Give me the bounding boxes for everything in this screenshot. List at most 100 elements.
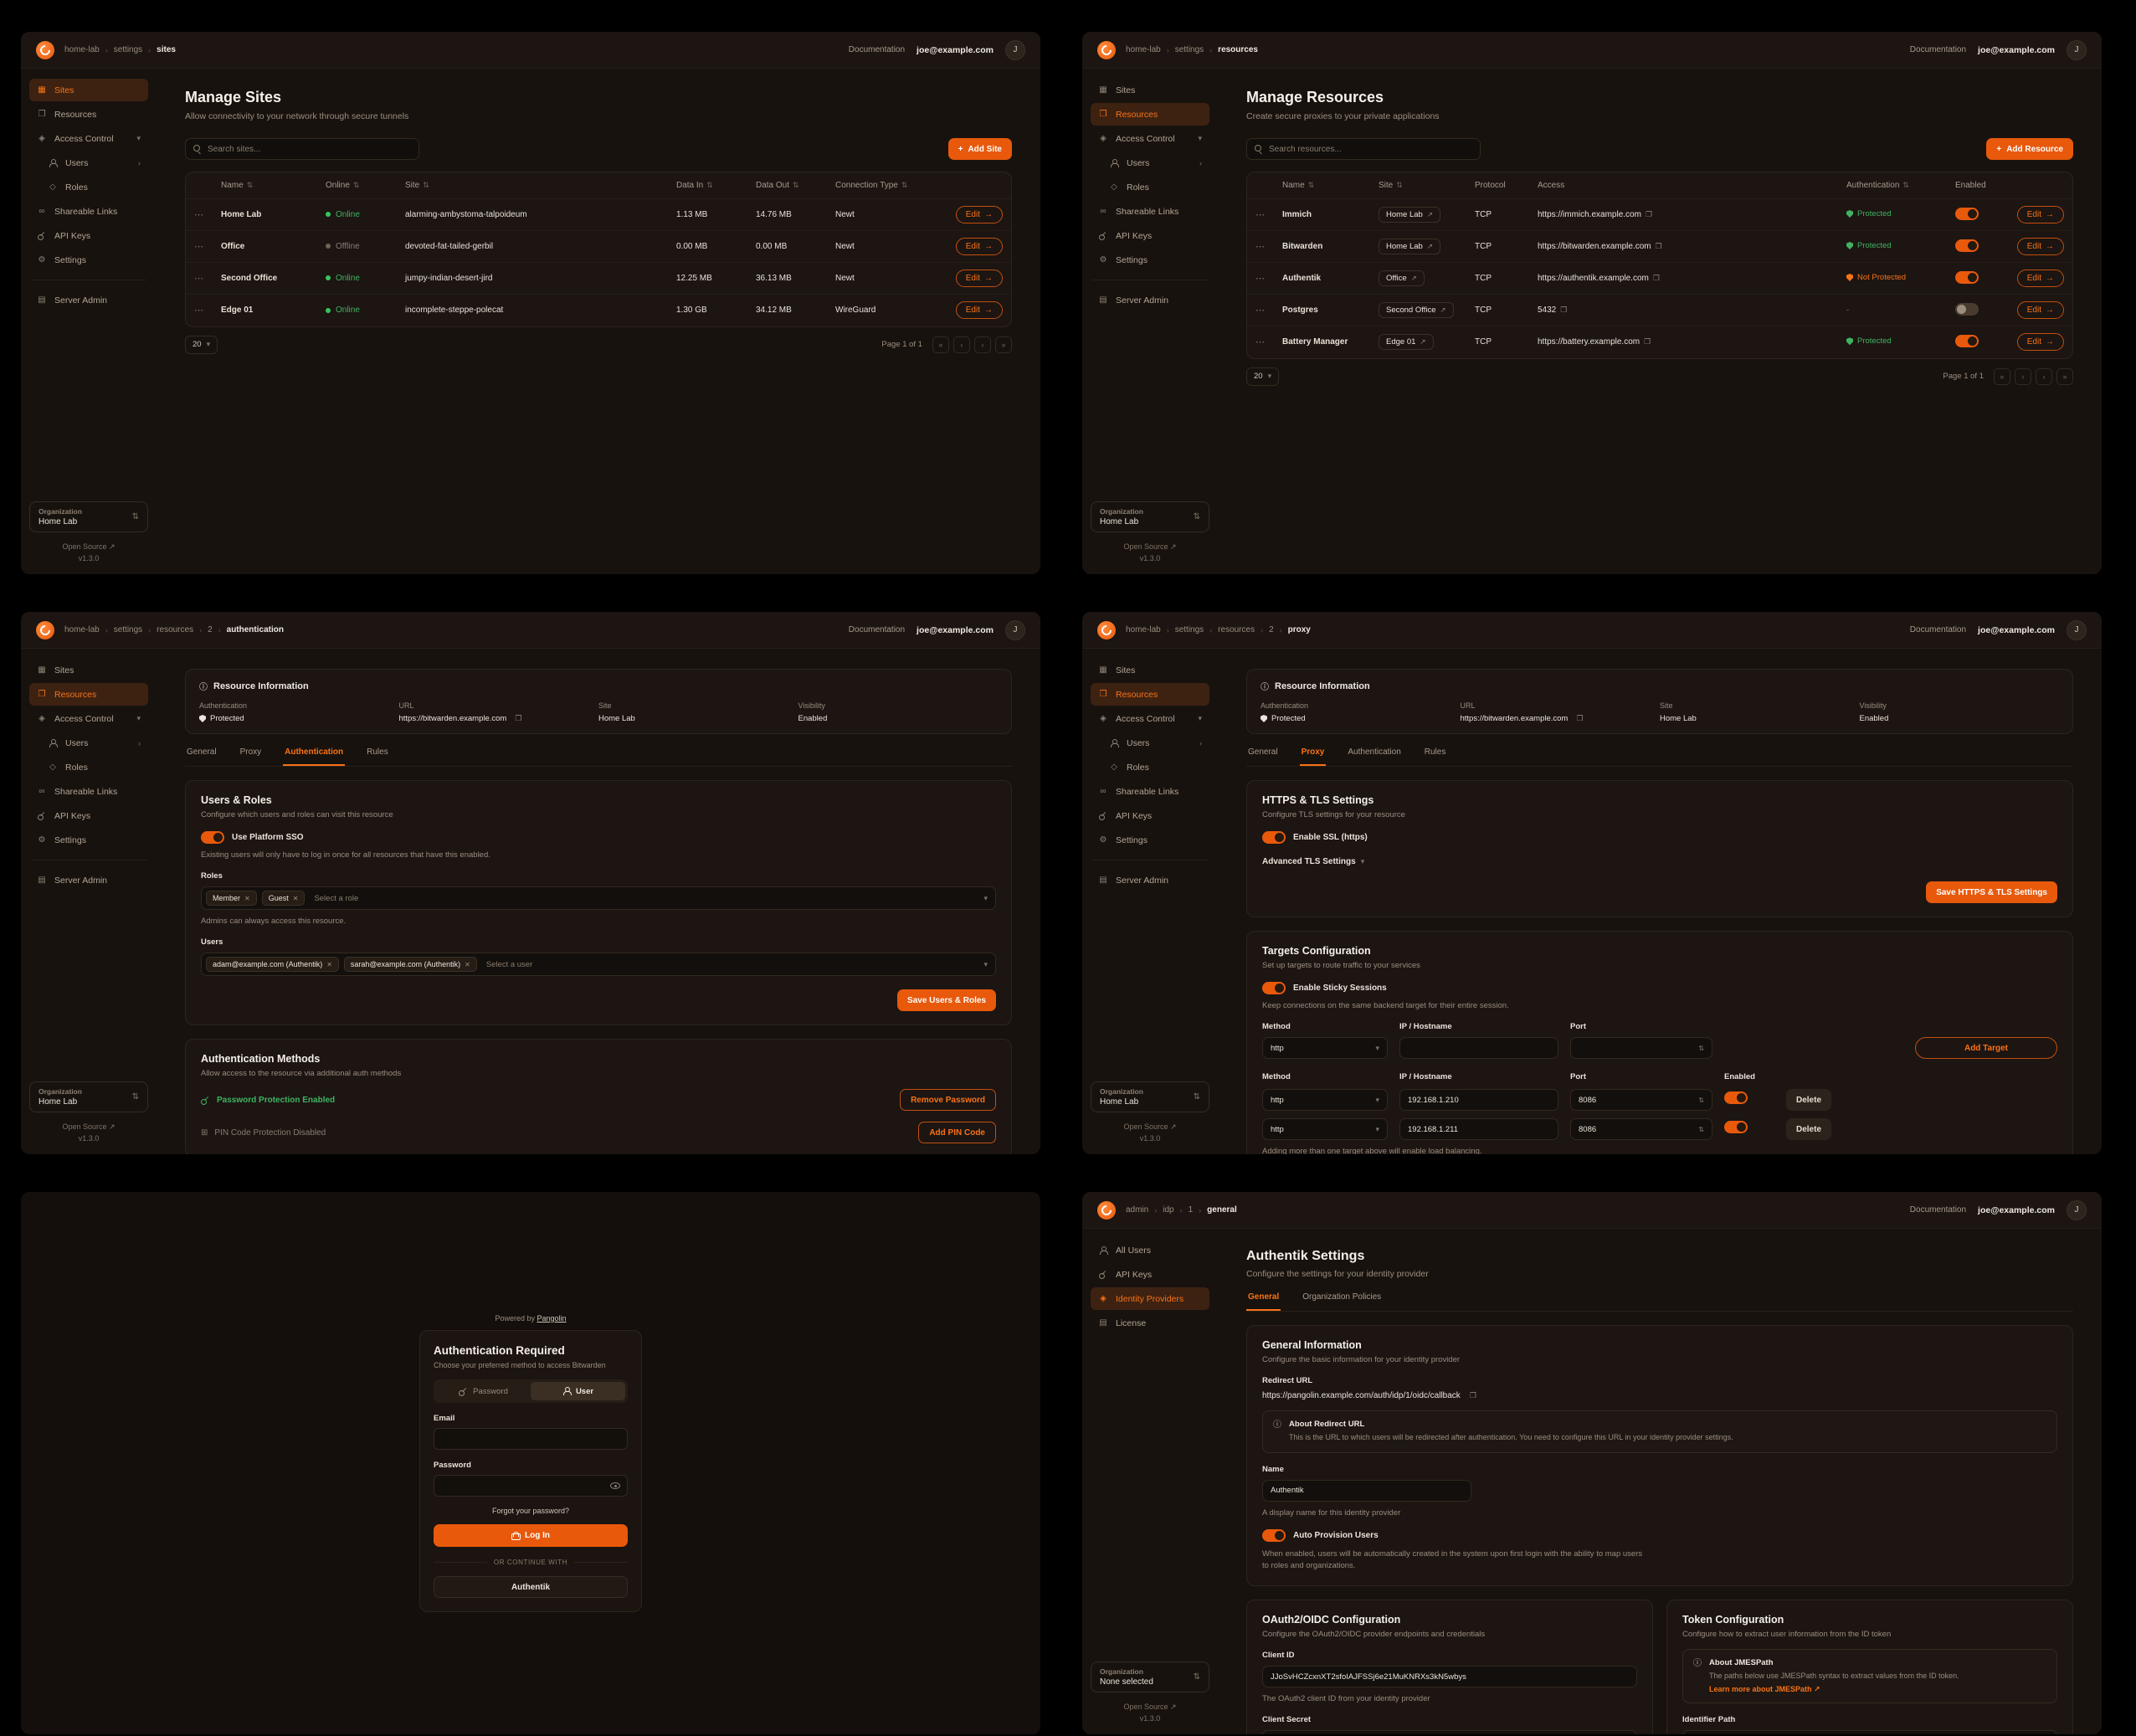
sidebar-item-api-keys[interactable]: API Keys: [1091, 224, 1209, 247]
documentation-link[interactable]: Documentation: [848, 45, 906, 54]
breadcrumb-item[interactable]: 2: [208, 625, 213, 634]
target-ip-input[interactable]: 192.168.1.211: [1399, 1118, 1558, 1140]
roles-combobox[interactable]: Member ✕ Guest ✕ Select a role ▾: [201, 886, 996, 910]
edit-button[interactable]: Edit →: [2016, 301, 2064, 319]
rows-per-page-select[interactable]: 20 ▾: [1246, 367, 1280, 386]
avatar[interactable]: J: [1005, 619, 1025, 640]
ip-hostname-input[interactable]: [1399, 1037, 1558, 1059]
sticky-sessions-toggle[interactable]: [1262, 982, 1286, 994]
edit-button[interactable]: Edit →: [2016, 333, 2064, 352]
copy-icon[interactable]: ❐: [1576, 714, 1584, 722]
sidebar-item-api-keys[interactable]: API Keys: [1091, 1263, 1209, 1286]
sidebar-item-shareable-links[interactable]: ∞ Shareable Links: [29, 780, 148, 803]
breadcrumb-item[interactable]: settings: [1174, 45, 1204, 54]
save-tls-button[interactable]: Save HTTPS & TLS Settings: [1926, 881, 2057, 903]
table-row[interactable]: ⋯ Home Lab Online alarming-ambystoma-tal…: [186, 198, 1011, 231]
sidebar-item-access-control[interactable]: ◈ Access Control ▾: [1091, 707, 1209, 730]
pangolin-logo[interactable]: [1097, 1200, 1116, 1220]
port-input[interactable]: ⇅: [1570, 1037, 1712, 1059]
tab-general[interactable]: General: [1246, 1292, 1281, 1311]
table-row[interactable]: ⋯ Bitwarden Home Lab ↗ TCP https://bitwar…: [1247, 230, 2072, 263]
pangolin-logo[interactable]: [1097, 40, 1116, 59]
jmespath-link[interactable]: Learn more about JMESPath ↗: [1709, 1684, 1820, 1693]
edit-button[interactable]: Edit →: [955, 301, 1003, 320]
sidebar-item-server-admin[interactable]: ▤ Server Admin: [1099, 295, 1169, 306]
organization-selector[interactable]: Organization Home Lab ⇅: [29, 1081, 148, 1112]
sidebar-item-server-admin[interactable]: ▤ Server Admin: [1099, 875, 1169, 886]
advanced-tls-expander[interactable]: Advanced TLS Settings ▾: [1262, 857, 1365, 866]
sidebar-item-settings[interactable]: ⚙ Settings: [38, 254, 86, 265]
enabled-toggle[interactable]: [1955, 302, 1979, 316]
documentation-link[interactable]: Documentation: [848, 625, 906, 634]
sidebar-item-shareable-links[interactable]: ∞ Shareable Links: [1091, 200, 1209, 223]
table-row[interactable]: ⋯ Immich Home Lab ↗ TCP https://immich.ex…: [1247, 198, 2072, 231]
search-resources-input[interactable]: [1246, 138, 1481, 160]
tab-proxy[interactable]: Proxy: [239, 747, 262, 757]
column-connection-type[interactable]: Connection Type ⇅: [827, 172, 944, 199]
row-menu-button[interactable]: ⋯: [1255, 274, 1266, 284]
sidebar-item-settings[interactable]: ⚙ Settings: [1099, 254, 1148, 265]
name-input[interactable]: [1262, 1479, 1471, 1502]
organization-selector[interactable]: Organization Home Lab ⇅: [1091, 1081, 1209, 1112]
delete-target-button[interactable]: Delete: [1786, 1089, 1832, 1111]
copy-icon[interactable]: ❐: [515, 714, 522, 722]
prev-page-button[interactable]: ‹: [953, 336, 970, 353]
open-source-link[interactable]: Open Source ↗: [1123, 1703, 1177, 1711]
sidebar-item-settings[interactable]: ⚙ Settings: [38, 835, 86, 845]
add-pin-button[interactable]: Add PIN Code: [918, 1122, 996, 1143]
table-row[interactable]: ⋯ Office Offline devoted-fat-tailed-gerb…: [186, 230, 1011, 263]
open-source-link[interactable]: Open Source ↗: [62, 542, 116, 551]
sidebar-item-server-admin[interactable]: ▤ Server Admin: [38, 295, 108, 306]
last-page-button[interactable]: »: [2056, 367, 2073, 385]
auto-provision-toggle[interactable]: [1262, 1528, 1286, 1542]
sidebar-item-resources[interactable]: ❐ Resources: [1091, 103, 1209, 126]
rows-per-page-select[interactable]: 20 ▾: [185, 335, 218, 354]
copy-icon[interactable]: ❐: [1652, 274, 1660, 282]
edit-button[interactable]: Edit →: [955, 238, 1003, 255]
first-page-button[interactable]: «: [1994, 367, 2010, 385]
method-select[interactable]: http ▾: [1262, 1037, 1388, 1059]
eye-icon[interactable]: [610, 1482, 620, 1489]
stepper-icon[interactable]: ⇅: [1698, 1125, 1704, 1133]
role-chip[interactable]: Member ✕: [206, 891, 257, 906]
sidebar-item-shareable-links[interactable]: ∞ Shareable Links: [29, 200, 148, 223]
sidebar-item-sites[interactable]: ▦ Sites: [1099, 85, 1136, 95]
sidebar-item-access-control[interactable]: ◈ Access Control ▾: [1091, 127, 1209, 150]
sidebar-item-access-control[interactable]: ◈ Access Control ▾: [29, 127, 148, 150]
pangolin-logo[interactable]: [36, 620, 54, 639]
documentation-link[interactable]: Documentation: [1909, 45, 1967, 54]
next-page-button[interactable]: ›: [2036, 367, 2052, 385]
user-email[interactable]: joe@example.com: [1978, 1204, 2055, 1215]
sidebar-item-users[interactable]: Users ›: [29, 732, 148, 754]
user-email[interactable]: joe@example.com: [1978, 44, 2055, 55]
authentik-sso-button[interactable]: Authentik: [434, 1576, 628, 1598]
sidebar-item-api-keys[interactable]: API Keys: [1091, 804, 1209, 827]
save-users-roles-button[interactable]: Save Users & Roles: [897, 989, 996, 1011]
organization-selector[interactable]: Organization Home Lab ⇅: [29, 501, 148, 532]
next-page-button[interactable]: ›: [974, 336, 991, 353]
sidebar-item-roles[interactable]: ◇ Roles: [29, 176, 148, 198]
documentation-link[interactable]: Documentation: [1909, 625, 1967, 634]
add-site-button[interactable]: + Add Site: [947, 138, 1012, 160]
breadcrumb-item[interactable]: 2: [1269, 625, 1274, 634]
documentation-link[interactable]: Documentation: [1909, 1205, 1967, 1215]
breadcrumb-item[interactable]: resources: [1218, 625, 1255, 634]
breadcrumb-item[interactable]: 1: [1188, 1205, 1194, 1215]
breadcrumb-item[interactable]: admin: [1126, 1205, 1149, 1215]
enabled-toggle[interactable]: [1955, 334, 1979, 347]
tab-proxy[interactable]: Proxy: [1299, 747, 1327, 766]
sidebar-item-roles[interactable]: ◇ Roles: [1091, 756, 1209, 778]
row-menu-button[interactable]: ⋯: [1255, 242, 1266, 252]
user-email[interactable]: joe@example.com: [917, 624, 994, 635]
breadcrumb-item[interactable]: settings: [113, 625, 143, 634]
identifier-path-input[interactable]: [1682, 1729, 2057, 1734]
target-method-select[interactable]: http ▾: [1262, 1118, 1388, 1140]
forgot-password-link[interactable]: Forgot your password?: [491, 1507, 570, 1515]
copy-icon[interactable]: ❐: [1469, 1391, 1476, 1400]
first-page-button[interactable]: «: [932, 336, 949, 353]
tab-rules[interactable]: Rules: [367, 747, 388, 757]
sidebar-item-shareable-links[interactable]: ∞ Shareable Links: [1091, 780, 1209, 803]
sidebar-item-resources[interactable]: ❐ Resources: [29, 683, 148, 706]
site-link[interactable]: Office ↗: [1379, 270, 1425, 286]
pangolin-logo[interactable]: [36, 40, 54, 59]
